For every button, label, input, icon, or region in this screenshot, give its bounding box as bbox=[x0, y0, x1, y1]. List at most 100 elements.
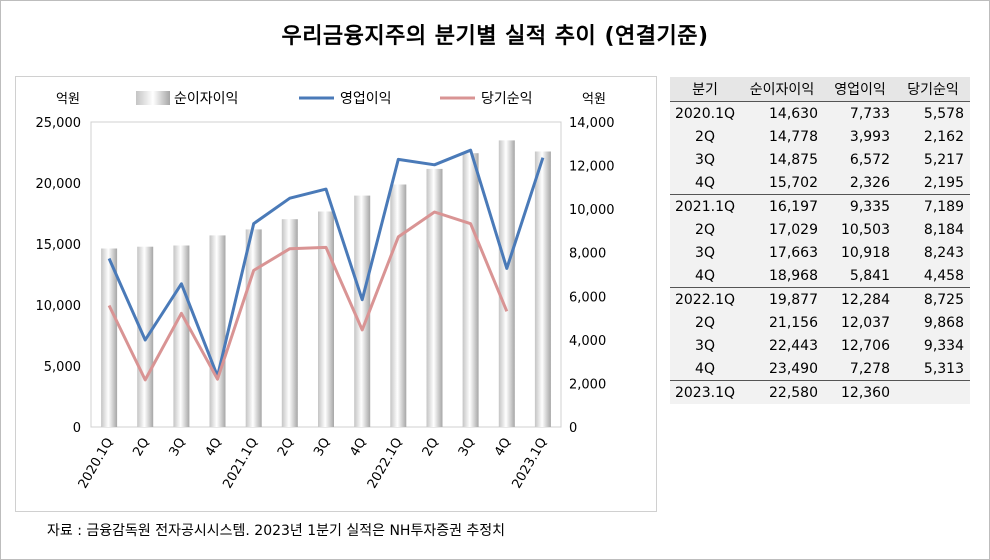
cell-net: 9,334 bbox=[896, 334, 970, 357]
cell-nii: 14,630 bbox=[740, 101, 824, 125]
cell-op: 10,503 bbox=[824, 218, 896, 241]
x-tick-label: 2021.1Q bbox=[220, 436, 261, 492]
cell-quarter: 2Q bbox=[670, 218, 740, 241]
table-row: 4Q 23,490 7,278 5,313 bbox=[670, 357, 970, 381]
cell-op: 12,706 bbox=[824, 334, 896, 357]
x-tick-label: 2Q bbox=[275, 436, 297, 460]
cell-quarter: 2020.1Q bbox=[670, 101, 740, 125]
cell-net: 8,243 bbox=[896, 241, 970, 264]
cell-quarter: 2023.1Q bbox=[670, 380, 740, 404]
right-tick-label: 0 bbox=[569, 421, 577, 436]
x-tick-label: 2022.1Q bbox=[365, 436, 406, 492]
cell-nii: 16,197 bbox=[740, 194, 824, 218]
left-tick-label: 0 bbox=[73, 421, 81, 436]
right-tick-label: 10,000 bbox=[569, 203, 615, 218]
cell-quarter: 4Q bbox=[670, 171, 740, 195]
source-note: 자료 : 금융감독원 전자공시시스템. 2023년 1분기 실적은 NH투자증권… bbox=[47, 523, 506, 539]
table-header-quarter: 분기 bbox=[670, 77, 740, 102]
cell-net: 2,162 bbox=[896, 125, 970, 148]
bar-nii-7 bbox=[354, 195, 371, 427]
left-tick-label: 5,000 bbox=[44, 360, 81, 375]
left-tick-label: 10,000 bbox=[36, 299, 82, 314]
cell-nii: 19,877 bbox=[740, 287, 824, 311]
line-operating-profit bbox=[107, 148, 545, 378]
cell-quarter: 2022.1Q bbox=[670, 287, 740, 311]
cell-net: 9,868 bbox=[896, 311, 970, 334]
table-row: 3Q 14,875 6,572 5,217 bbox=[670, 148, 970, 171]
line-series bbox=[107, 148, 545, 382]
table-header-nii: 순이자이익 bbox=[740, 77, 824, 102]
cell-quarter: 3Q bbox=[670, 241, 740, 264]
x-tick-label: 4Q bbox=[203, 436, 225, 460]
cell-quarter: 4Q bbox=[670, 357, 740, 381]
cell-op: 7,278 bbox=[824, 357, 896, 381]
cell-quarter: 3Q bbox=[670, 334, 740, 357]
cell-nii: 23,490 bbox=[740, 357, 824, 381]
cell-nii: 22,443 bbox=[740, 334, 824, 357]
table-row: 2022.1Q 19,877 12,284 8,725 bbox=[670, 287, 970, 311]
x-tick-label: 3Q bbox=[311, 436, 333, 460]
cell-nii: 21,156 bbox=[740, 311, 824, 334]
left-tick-label: 20,000 bbox=[36, 177, 82, 192]
bar-nii-6 bbox=[318, 211, 334, 427]
right-tick-label: 8,000 bbox=[569, 247, 606, 262]
cell-quarter: 2Q bbox=[670, 125, 740, 148]
cell-net: 2,195 bbox=[896, 171, 970, 195]
x-tick-label: 3Q bbox=[456, 436, 478, 460]
x-tick-label: 3Q bbox=[167, 436, 189, 460]
bar-nii-8 bbox=[390, 184, 407, 427]
legend-label-net: 당기순익 bbox=[481, 91, 533, 107]
cell-net: 5,578 bbox=[896, 101, 970, 125]
legend-label-bar: 순이자이익 bbox=[174, 91, 238, 107]
table-header-row: 분기 순이자이익 영업이익 당기순익 bbox=[670, 77, 970, 102]
bar-series bbox=[101, 140, 551, 427]
cell-nii: 15,702 bbox=[740, 171, 824, 195]
x-tick-label: 2020.1Q bbox=[76, 436, 117, 492]
cell-op: 12,360 bbox=[824, 380, 896, 404]
chart-svg: 억원 억원 순이자이익 영업이익 당기순익 0 5,000 10,000 15,000… bbox=[36, 91, 615, 492]
cell-quarter: 3Q bbox=[670, 148, 740, 171]
bar-nii-4 bbox=[245, 229, 262, 427]
cell-op: 2,326 bbox=[824, 171, 896, 195]
cell-op: 9,335 bbox=[824, 194, 896, 218]
table-row: 2Q 14,778 3,993 2,162 bbox=[670, 125, 970, 148]
left-tick-label: 15,000 bbox=[36, 238, 82, 253]
cell-quarter: 2021.1Q bbox=[670, 194, 740, 218]
cell-nii: 17,663 bbox=[740, 241, 824, 264]
right-tick-label: 4,000 bbox=[569, 334, 606, 349]
x-tick-label: 2Q bbox=[130, 436, 152, 460]
table-row: 2020.1Q 14,630 7,733 5,578 bbox=[670, 101, 970, 125]
left-unit-label: 억원 bbox=[56, 92, 80, 107]
cell-quarter: 4Q bbox=[670, 264, 740, 288]
table-row: 4Q 15,702 2,326 2,195 bbox=[670, 171, 970, 195]
cell-op: 10,918 bbox=[824, 241, 896, 264]
table-header-op: 영업이익 bbox=[824, 77, 896, 102]
bar-nii-5 bbox=[281, 219, 298, 427]
right-tick-label: 14,000 bbox=[569, 116, 615, 131]
right-axis-ticks: 0 2,000 4,000 6,000 8,000 10,000 12,000 14,000 bbox=[569, 116, 615, 436]
line-net-income bbox=[107, 210, 509, 382]
cell-nii: 22,580 bbox=[740, 380, 824, 404]
cell-op: 6,572 bbox=[824, 148, 896, 171]
right-unit-label: 억원 bbox=[582, 92, 606, 107]
table-header-net: 당기순익 bbox=[896, 77, 970, 102]
x-tick-label: 4Q bbox=[492, 436, 514, 460]
x-tick-label: 2023.1Q bbox=[510, 436, 551, 492]
cell-nii: 14,875 bbox=[740, 148, 824, 171]
left-axis-ticks: 0 5,000 10,000 15,000 20,000 25,000 bbox=[36, 116, 82, 436]
table-row: 2Q 17,029 10,503 8,184 bbox=[670, 218, 970, 241]
right-tick-label: 6,000 bbox=[569, 290, 606, 305]
cell-nii: 14,778 bbox=[740, 125, 824, 148]
right-tick-label: 12,000 bbox=[569, 160, 615, 175]
cell-net: 8,184 bbox=[896, 218, 970, 241]
table-row: 3Q 22,443 12,706 9,334 bbox=[670, 334, 970, 357]
cell-op: 12,037 bbox=[824, 311, 896, 334]
right-tick-label: 2,000 bbox=[569, 377, 606, 392]
legend: 순이자이익 영업이익 당기순익 bbox=[136, 91, 533, 107]
table-row: 2Q 21,156 12,037 9,868 bbox=[670, 311, 970, 334]
legend-swatch-bar bbox=[136, 91, 170, 105]
cell-nii: 18,968 bbox=[740, 264, 824, 288]
bar-nii-10 bbox=[462, 153, 479, 427]
table-row: 2023.1Q 22,580 12,360 bbox=[670, 380, 970, 404]
table-row: 3Q 17,663 10,918 8,243 bbox=[670, 241, 970, 264]
